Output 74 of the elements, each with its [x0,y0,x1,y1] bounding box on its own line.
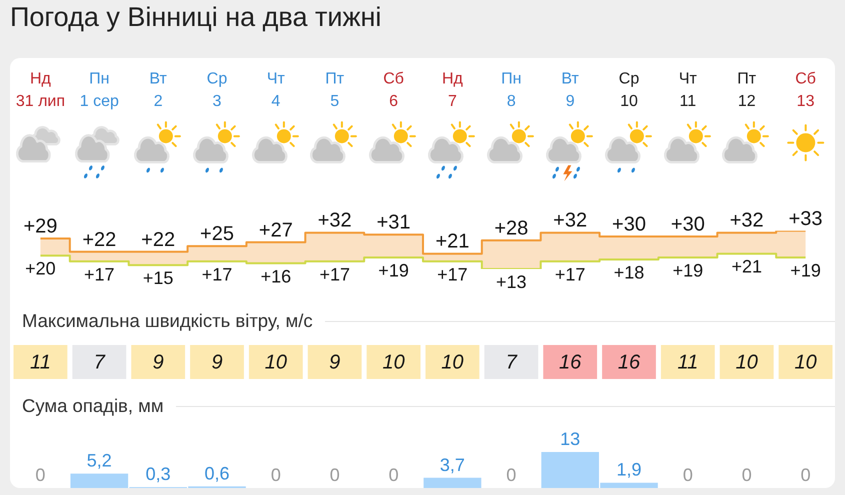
data-label: 10 [441,352,464,374]
data-label: 7 [94,352,106,374]
x-tick-label: Ср 10 [618,70,640,110]
data-label: +22 [141,228,176,251]
data-label: 0 [35,465,46,485]
data-label: +16 [260,266,292,286]
bar [424,478,482,488]
x-tick-label: Нд 7 [442,70,464,110]
data-label: +18 [614,262,644,282]
data-label: +21 [435,230,470,253]
data-label: +20 [25,258,56,279]
data-label: 13 [560,429,580,449]
data-label: +22 [82,228,116,251]
data-label: 10 [794,352,817,374]
data-label: 0 [800,465,811,485]
data-label: +19 [790,260,821,281]
x-tick-label: Сб 6 [383,70,404,110]
data-label: +30 [612,214,646,236]
data-label: 0 [388,465,399,485]
x-tick-label: Сб 13 [795,70,816,110]
data-label: +17 [84,264,115,284]
x-tick-label: Нд 31 лип [16,70,66,110]
data-label: 0 [270,465,281,485]
data-label: 0 [682,465,693,485]
text: Максимальна швидкість вітру, м/с [22,310,313,332]
data-label: +32 [730,210,764,232]
data-label: +29 [23,215,58,238]
data-label: 5,2 [86,450,112,471]
x-tick-label: Чт 4 [266,70,286,110]
chart-title: Погода у Вінниці на два тижні [10,2,382,33]
data-label: +17 [437,264,468,284]
data-label: 9 [211,352,223,374]
x-tick-label: Пн 1 сер [80,70,119,110]
data-label: +32 [553,210,588,232]
data-label: 0,6 [204,463,230,484]
data-label: 7 [506,352,518,374]
x-tick-label: Ср 3 [206,70,228,110]
data-label: 11 [30,352,51,374]
data-label: +25 [200,223,234,246]
data-label: 3,7 [440,454,465,475]
data-label: +13 [496,272,527,292]
x-tick-label: Пт 12 [737,70,757,110]
data-label: +19 [672,260,704,281]
data-label: +17 [202,264,232,284]
data-label: 1,9 [616,460,642,480]
data-label: 10 [736,352,758,374]
data-label: 0 [330,465,340,485]
data-label: +28 [494,217,528,240]
x-tick-label: Вт 9 [561,70,580,110]
x-tick-label: Вт 2 [149,70,168,110]
data-label: 0 [742,465,752,485]
data-label: 9 [152,352,164,374]
data-label: 0 [506,465,516,485]
data-label: +33 [788,208,823,230]
chart-title: Сума опадів, мм [22,395,164,417]
data-label: 11 [677,352,698,374]
data-label: +17 [554,264,586,284]
data-label: +27 [258,219,293,242]
data-label: +21 [731,256,762,277]
x-tick-label: Чт 11 [678,70,698,110]
data-label: 9 [329,352,340,374]
data-label: 0,3 [146,464,171,484]
data-label: +15 [142,268,174,288]
x-tick-label: Пт 5 [325,70,345,110]
data-label: +30 [670,214,705,236]
data-label: 16 [559,352,582,374]
data-label: +32 [318,210,352,232]
data-label: 10 [382,352,405,374]
data-label: 16 [618,352,641,374]
data-label: +31 [376,212,411,234]
data-label: 10 [264,352,287,374]
data-label: +17 [319,264,350,284]
x-tick-label: Пн 8 [501,70,522,110]
data-label: +19 [378,260,409,281]
